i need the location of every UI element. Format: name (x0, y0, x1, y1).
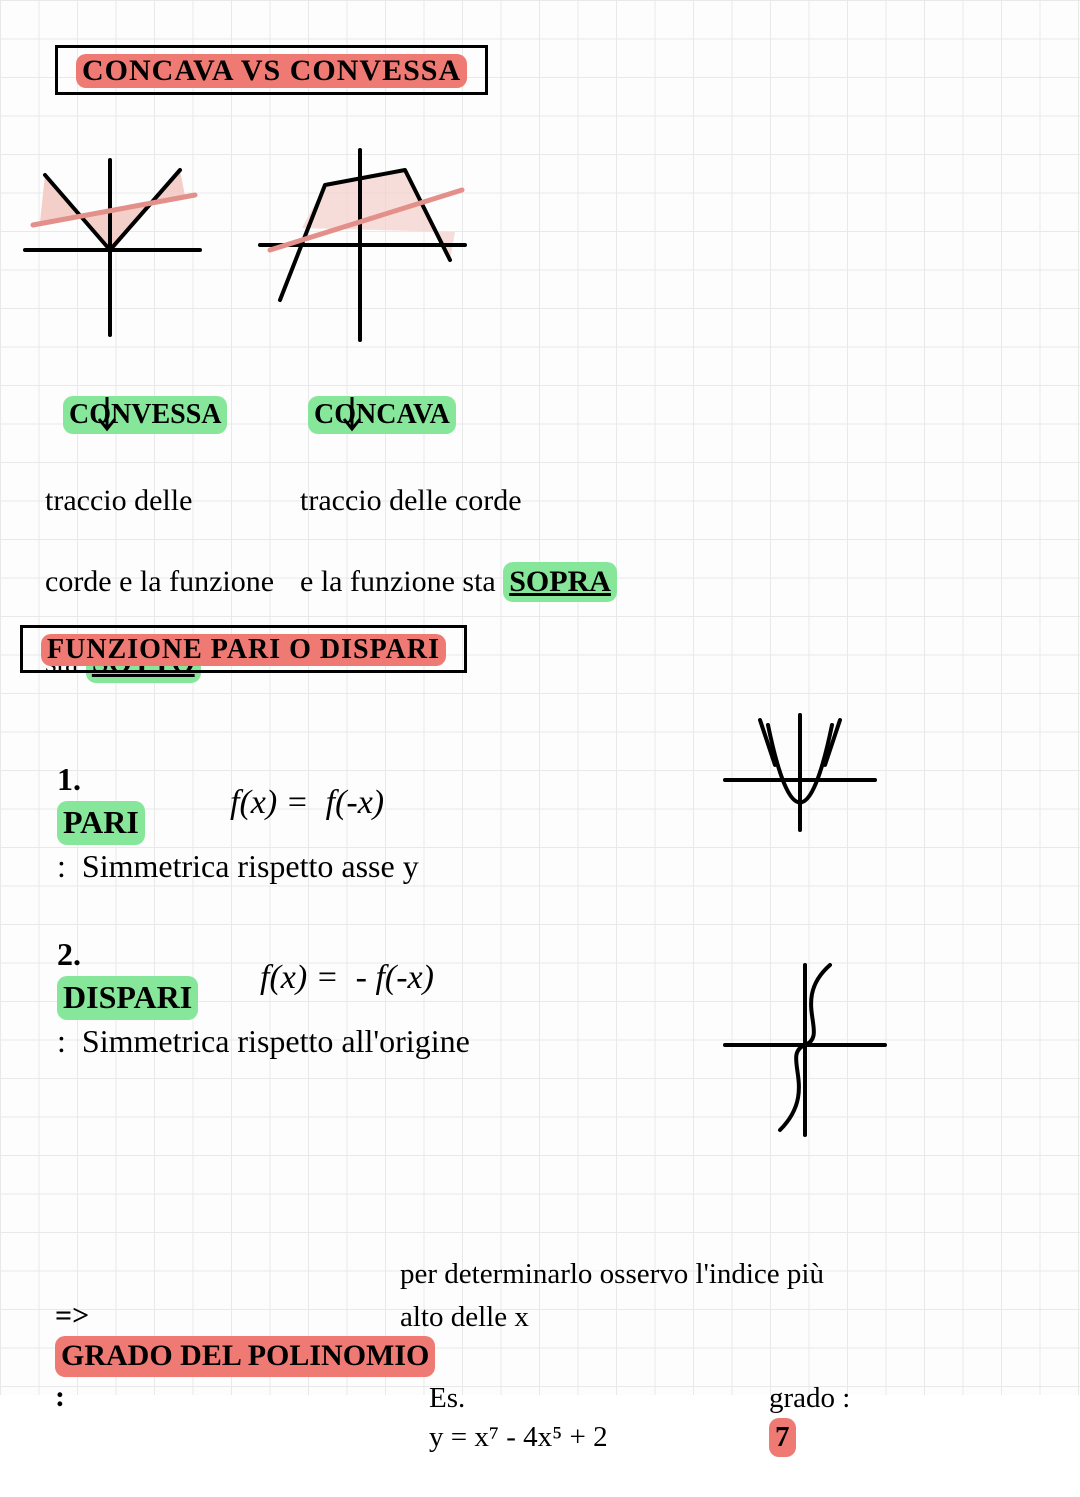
section2-title: FUNZIONE PARI O DISPARI (41, 634, 446, 666)
section1-title-box: CONCAVA VS CONVESSA (55, 45, 488, 95)
convex-diagram (15, 150, 215, 350)
keyword-sopra: SOPRA (503, 562, 617, 603)
convex-desc: traccio delle corde e la funzione sta SO… (15, 440, 274, 724)
arrow-down-left (95, 395, 125, 445)
section2-title-box: FUNZIONE PARI O DISPARI (20, 625, 467, 673)
even-graph (720, 710, 880, 840)
grado-desc-2: alto delle x (400, 1298, 529, 1337)
arrow-down-right (340, 395, 370, 445)
grado-value: 7 (769, 1418, 796, 1457)
dispari-label: DISPARI (57, 976, 198, 1019)
pari-formula: f(x) = f(-x) (230, 780, 384, 826)
pari-label: PARI (57, 801, 145, 844)
odd-graph (720, 960, 890, 1140)
section1-title: CONCAVA VS CONVESSA (76, 54, 467, 88)
grado-line: => GRADO DEL POLINOMIO : (25, 1255, 435, 1458)
dispari-formula: f(x) = - f(-x) (260, 955, 434, 1001)
grado-label: GRADO DEL POLINOMIO (55, 1336, 435, 1377)
concave-desc: traccio delle corde e la funzione sta SO… (270, 440, 617, 643)
grado-example: Es. y = x⁷ - 4x⁵ + 2 (400, 1340, 608, 1497)
grado-result: grado : 7 (740, 1340, 850, 1497)
concave-diagram (250, 140, 480, 350)
grado-desc-1: per determinarlo osservo l'indice più (400, 1255, 824, 1294)
